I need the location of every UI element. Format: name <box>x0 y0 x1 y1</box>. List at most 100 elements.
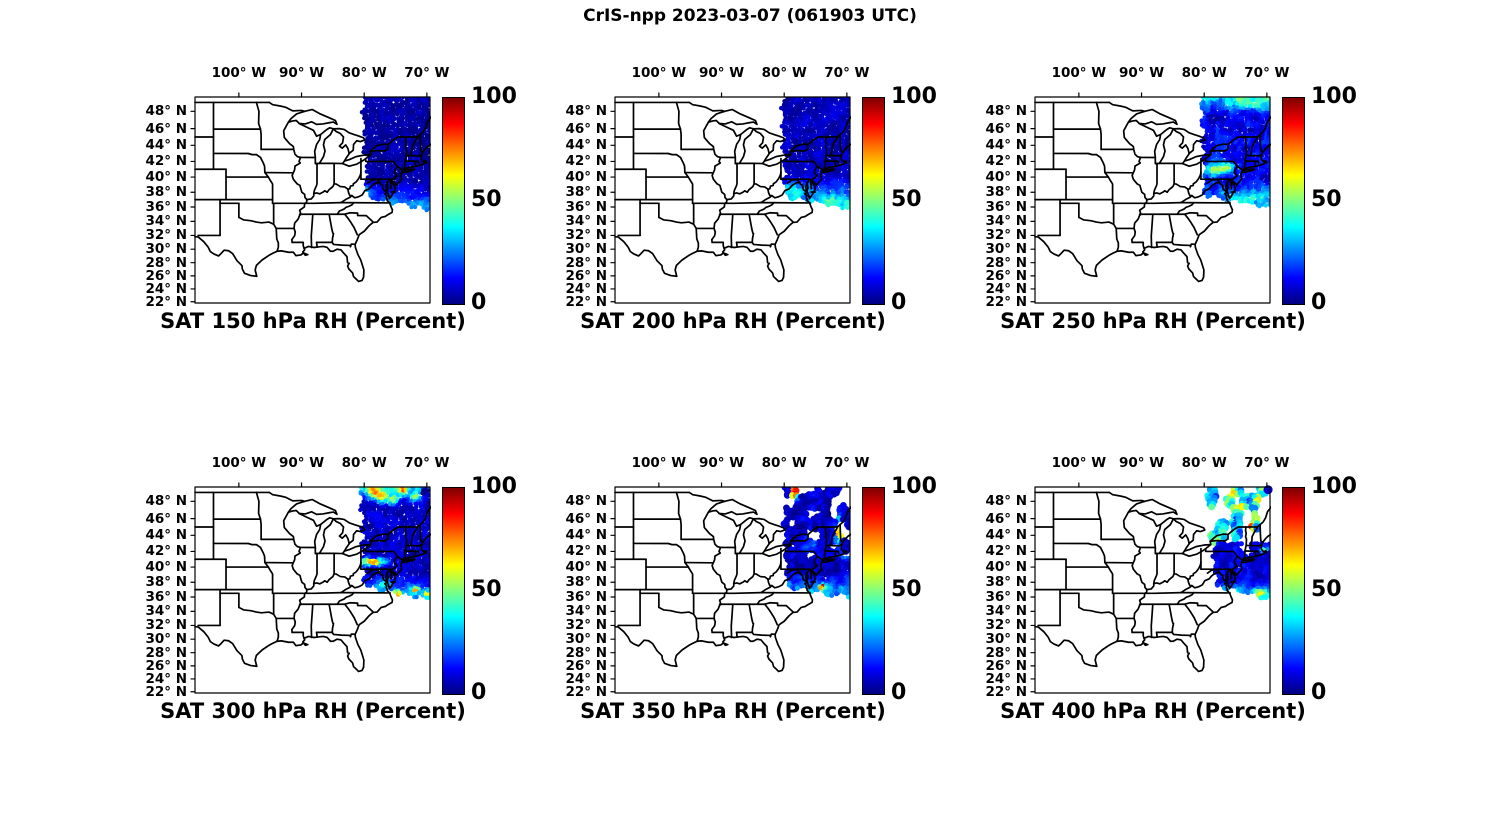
lon-tick-label: 90° W <box>1118 455 1165 471</box>
lon-tick-label: 70° W <box>824 455 870 471</box>
lat-tick-label: 26° N <box>565 657 607 674</box>
lat-tick-label: 24° N <box>145 280 187 297</box>
lat-tick-label: 30° N <box>565 241 607 258</box>
lon-tick-label: 100° W <box>631 65 687 81</box>
lat-tick-label: 32° N <box>565 227 607 244</box>
panel-sat-250-hpa: 100 50 0 SAT 250 hPa RH (Percent) 100° W… <box>985 65 1356 333</box>
lat-tick-label: 28° N <box>565 644 607 661</box>
lat-tick-label: 44° N <box>145 527 187 544</box>
lat-tick-label: 22° N <box>565 683 607 700</box>
lat-tick-label: 38° N <box>145 574 187 591</box>
lat-tick-label: 26° N <box>145 657 187 674</box>
lat-tick-label: 48° N <box>985 103 1027 120</box>
lat-tick-label: 32° N <box>985 227 1027 244</box>
lat-tick-label: 46° N <box>985 510 1027 527</box>
lon-tick-label: 70° W <box>1244 65 1290 81</box>
lat-tick-label: 22° N <box>985 293 1027 310</box>
panel-title-400: SAT 400 hPa RH (Percent) <box>1000 699 1306 723</box>
lat-tick-label: 42° N <box>985 543 1027 560</box>
lat-tick-label: 46° N <box>565 510 607 527</box>
lat-tick-label: 22° N <box>145 683 187 700</box>
lat-tick-label: 26° N <box>145 267 187 284</box>
lon-tick-label: 80° W <box>341 65 387 81</box>
panel-title-300: SAT 300 hPa RH (Percent) <box>160 699 466 723</box>
lat-tick-label: 32° N <box>985 617 1027 634</box>
map-canvas-150 <box>187 89 438 311</box>
lat-tick-label: 40° N <box>565 169 607 186</box>
lat-tick-label: 34° N <box>565 213 607 230</box>
lat-tick-label: 38° N <box>565 184 607 201</box>
lon-tick-label: 100° W <box>1051 455 1107 471</box>
colorbar-300 <box>442 487 465 695</box>
lat-tick-label: 24° N <box>565 280 607 297</box>
colorbar-tick-50: 50 <box>891 577 922 602</box>
map-canvas-250 <box>1027 89 1278 311</box>
lat-tick-label: 46° N <box>985 120 1027 137</box>
colorbar-tick-0: 0 <box>471 290 487 315</box>
lat-tick-label: 36° N <box>565 588 607 605</box>
map-canvas-350 <box>607 479 858 701</box>
lat-tick-label: 32° N <box>145 617 187 634</box>
lat-tick-label: 30° N <box>145 241 187 258</box>
colorbar-350 <box>862 487 885 695</box>
map-canvas-300 <box>187 479 438 701</box>
colorbar-tick-50: 50 <box>1311 187 1342 212</box>
lon-tick-label: 80° W <box>1181 65 1227 81</box>
lat-tick-label: 44° N <box>145 137 187 154</box>
panel-sat-350-hpa: 100 50 0 SAT 350 hPa RH (Percent) 100° W… <box>565 455 936 723</box>
lon-tick-label: 90° W <box>278 65 325 81</box>
panel-sat-200-hpa: 100 50 0 SAT 200 hPa RH (Percent) 100° W… <box>565 65 936 333</box>
colorbar-tick-0: 0 <box>1311 290 1327 315</box>
colorbar-tick-100: 100 <box>471 84 517 109</box>
map-canvas-400 <box>1027 479 1278 701</box>
lon-tick-label: 70° W <box>1244 455 1290 471</box>
lat-tick-label: 42° N <box>985 153 1027 170</box>
lat-tick-label: 22° N <box>985 683 1027 700</box>
colorbar-tick-100: 100 <box>891 84 937 109</box>
panel-title-250: SAT 250 hPa RH (Percent) <box>1000 309 1306 333</box>
panel-title-150: SAT 150 hPa RH (Percent) <box>160 309 466 333</box>
lat-tick-label: 32° N <box>145 227 187 244</box>
lat-tick-label: 22° N <box>565 293 607 310</box>
lat-tick-label: 38° N <box>565 574 607 591</box>
lon-tick-label: 100° W <box>211 455 267 471</box>
lon-tick-label: 70° W <box>404 65 450 81</box>
figure-title: CrIS-npp 2023-03-07 (061903 UTC) <box>583 6 917 26</box>
lon-tick-label: 100° W <box>631 455 687 471</box>
colorbar-250 <box>1282 97 1305 305</box>
lat-tick-label: 48° N <box>145 103 187 120</box>
lat-tick-label: 24° N <box>565 670 607 687</box>
map-canvas-200 <box>607 89 858 311</box>
lat-tick-label: 36° N <box>145 198 187 215</box>
lat-tick-label: 24° N <box>145 670 187 687</box>
lat-tick-label: 48° N <box>145 493 187 510</box>
lat-tick-label: 26° N <box>985 657 1027 674</box>
lat-tick-label: 44° N <box>565 137 607 154</box>
lat-tick-label: 28° N <box>985 644 1027 661</box>
lat-tick-label: 26° N <box>985 267 1027 284</box>
lat-tick-label: 34° N <box>985 603 1027 620</box>
lat-tick-label: 46° N <box>145 120 187 137</box>
lat-tick-label: 30° N <box>985 241 1027 258</box>
lat-tick-label: 40° N <box>145 169 187 186</box>
lon-tick-label: 70° W <box>404 455 450 471</box>
lat-tick-label: 34° N <box>565 603 607 620</box>
colorbar-tick-100: 100 <box>891 474 937 499</box>
lat-tick-label: 40° N <box>565 559 607 576</box>
panel-title-350: SAT 350 hPa RH (Percent) <box>580 699 886 723</box>
lat-tick-label: 38° N <box>985 574 1027 591</box>
lon-tick-label: 100° W <box>211 65 267 81</box>
colorbar-tick-0: 0 <box>1311 680 1327 705</box>
panel-title-200: SAT 200 hPa RH (Percent) <box>580 309 886 333</box>
colorbar-150 <box>442 97 465 305</box>
lat-tick-label: 30° N <box>565 631 607 648</box>
colorbar-tick-100: 100 <box>471 474 517 499</box>
lat-tick-label: 42° N <box>565 153 607 170</box>
lat-tick-label: 36° N <box>985 588 1027 605</box>
lon-tick-label: 90° W <box>278 455 325 471</box>
lat-tick-label: 42° N <box>145 153 187 170</box>
lat-tick-label: 28° N <box>145 644 187 661</box>
lat-tick-label: 30° N <box>145 631 187 648</box>
lat-tick-label: 48° N <box>565 103 607 120</box>
